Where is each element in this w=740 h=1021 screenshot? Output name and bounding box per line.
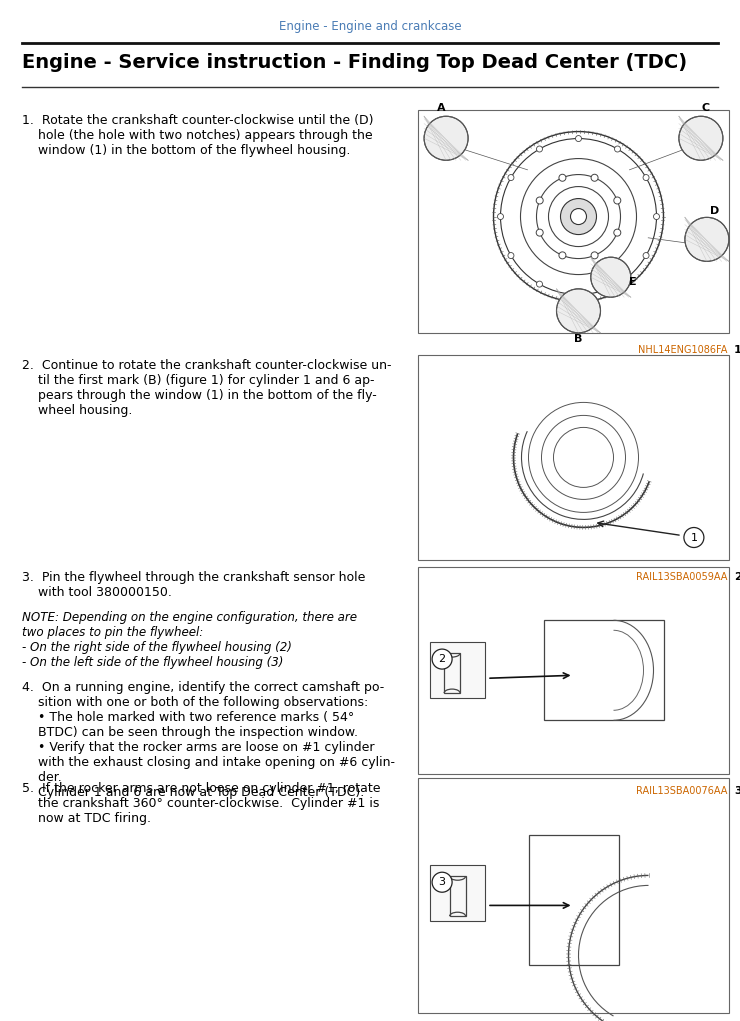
Text: 3: 3 <box>439 877 445 887</box>
Circle shape <box>591 257 630 297</box>
Bar <box>418 355 729 560</box>
Text: 4.  On a running engine, identify the correct camshaft po-
    sition with one o: 4. On a running engine, identify the cor… <box>22 681 395 798</box>
Circle shape <box>591 175 598 182</box>
Circle shape <box>653 213 659 220</box>
Text: 1.  Rotate the crankshaft counter-clockwise until the (D)
    hole (the hole wit: 1. Rotate the crankshaft counter-clockwi… <box>22 114 374 157</box>
Bar <box>418 110 729 333</box>
Circle shape <box>685 217 729 261</box>
Circle shape <box>536 146 542 152</box>
Circle shape <box>576 136 582 142</box>
Circle shape <box>508 175 514 181</box>
Circle shape <box>556 289 600 333</box>
Bar <box>543 621 664 720</box>
Text: E: E <box>629 278 636 287</box>
Bar <box>450 876 465 916</box>
Text: 3: 3 <box>734 786 740 796</box>
Text: A: A <box>437 103 445 113</box>
Text: D: D <box>710 206 719 216</box>
Circle shape <box>536 229 543 236</box>
Circle shape <box>591 252 598 259</box>
Circle shape <box>536 281 542 287</box>
Bar <box>418 567 729 774</box>
Circle shape <box>559 175 566 182</box>
Circle shape <box>432 872 452 892</box>
Bar <box>444 653 460 693</box>
Text: 1: 1 <box>734 345 740 355</box>
Text: 1: 1 <box>690 533 697 542</box>
Circle shape <box>684 528 704 547</box>
Circle shape <box>560 198 596 235</box>
Bar <box>528 835 619 966</box>
Text: Engine - Service instruction - Finding Top Dead Center (TDC): Engine - Service instruction - Finding T… <box>22 53 687 72</box>
Circle shape <box>643 175 649 181</box>
Text: B: B <box>574 334 582 344</box>
Circle shape <box>613 229 621 236</box>
Text: 2: 2 <box>734 572 740 582</box>
Text: NHL14ENG1086FA: NHL14ENG1086FA <box>638 345 727 355</box>
Circle shape <box>679 116 723 160</box>
Text: Engine - Engine and crankcase: Engine - Engine and crankcase <box>279 20 461 33</box>
Circle shape <box>424 116 468 160</box>
Bar <box>418 778 729 1013</box>
Circle shape <box>432 649 452 669</box>
Text: 3.  Pin the flywheel through the crankshaft sensor hole
    with tool 380000150.: 3. Pin the flywheel through the cranksha… <box>22 571 366 598</box>
Circle shape <box>497 213 503 220</box>
Text: C: C <box>702 103 710 113</box>
Circle shape <box>559 252 566 259</box>
Text: NOTE: Depending on the engine configuration, there are
two places to pin the fly: NOTE: Depending on the engine configurat… <box>22 611 357 669</box>
Text: 2: 2 <box>439 654 445 664</box>
Bar <box>430 642 485 698</box>
Text: RAIL13SBA0076AA: RAIL13SBA0076AA <box>636 786 727 796</box>
Circle shape <box>576 292 582 297</box>
Bar <box>430 866 485 921</box>
Text: 2.  Continue to rotate the crankshaft counter-clockwise un-
    til the first ma: 2. Continue to rotate the crankshaft cou… <box>22 359 391 418</box>
Circle shape <box>508 252 514 258</box>
Text: 5.  If the rocker arms are not loose on cylinder #1, rotate
    the crankshaft 3: 5. If the rocker arms are not loose on c… <box>22 782 380 825</box>
Circle shape <box>643 252 649 258</box>
Circle shape <box>571 208 587 225</box>
Circle shape <box>536 197 543 204</box>
Circle shape <box>614 146 621 152</box>
Text: RAIL13SBA0059AA: RAIL13SBA0059AA <box>636 572 727 582</box>
Circle shape <box>613 197 621 204</box>
Circle shape <box>614 281 621 287</box>
